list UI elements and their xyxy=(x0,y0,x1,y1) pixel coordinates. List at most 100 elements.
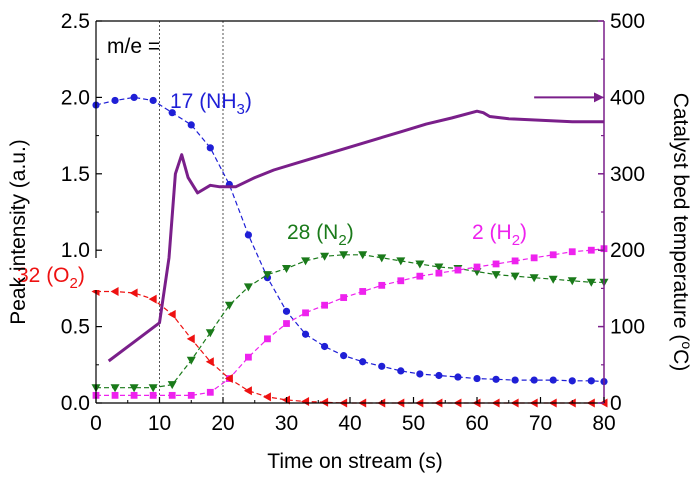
point-2-9 xyxy=(264,335,271,343)
point-1-8 xyxy=(243,283,253,292)
point-2-17 xyxy=(416,272,424,280)
point-2-16 xyxy=(397,277,405,285)
x-tick-label-1: 10 xyxy=(148,412,171,435)
y-tick-label-2: 1.0 xyxy=(61,239,90,262)
y-tick-label-0: 0.0 xyxy=(61,392,90,415)
point-2-3 xyxy=(149,391,157,399)
point-1-5 xyxy=(186,356,196,365)
point-0-8 xyxy=(244,231,252,239)
series-line-1 xyxy=(96,254,604,389)
point-0-25 xyxy=(568,377,576,385)
point-2-15 xyxy=(378,281,386,289)
n2-annotation: 28 (N2) xyxy=(287,221,354,249)
y2-tick-label-3: 300 xyxy=(610,163,645,186)
point-3-5 xyxy=(186,334,195,344)
point-1-2 xyxy=(129,384,139,393)
y-tick-label-5: 2.5 xyxy=(61,10,90,33)
x-tick-label-8: 80 xyxy=(592,412,615,435)
point-2-2 xyxy=(130,391,138,399)
x-tick-label-2: 20 xyxy=(211,412,234,435)
series-4 xyxy=(107,109,604,363)
series-3 xyxy=(91,286,608,408)
point-1-14 xyxy=(358,251,368,260)
point-1-22 xyxy=(510,272,520,281)
series-line-2 xyxy=(96,248,605,396)
point-1-13 xyxy=(339,251,349,260)
point-0-2 xyxy=(130,93,138,101)
point-1-4 xyxy=(167,381,177,390)
point-0-16 xyxy=(397,367,405,375)
point-2-18 xyxy=(435,269,443,277)
series-1 xyxy=(91,251,609,393)
point-3-1 xyxy=(110,286,119,296)
point-2-11 xyxy=(302,309,309,317)
point-0-22 xyxy=(511,376,519,384)
point-1-15 xyxy=(377,254,387,263)
point-2-26 xyxy=(587,246,595,254)
h2-annotation: 2 (H2) xyxy=(472,221,527,249)
point-2-13 xyxy=(340,294,348,301)
temperature-axis-arrow xyxy=(534,92,604,103)
point-1-10 xyxy=(282,265,291,274)
y-axis-title: Peak intensity (a.u.) xyxy=(7,139,30,325)
point-1-24 xyxy=(548,275,558,284)
series-line-4 xyxy=(107,109,604,363)
point-0-10 xyxy=(282,307,291,315)
o2-annotation: 32 (O2) xyxy=(17,264,85,292)
point-0-23 xyxy=(530,376,538,384)
point-2-14 xyxy=(359,288,367,295)
point-3-4 xyxy=(167,309,176,319)
point-0-21 xyxy=(492,375,500,383)
temp-arrow-head xyxy=(594,92,604,103)
point-0-3 xyxy=(149,96,157,105)
point-2-10 xyxy=(283,320,290,327)
point-3-11 xyxy=(301,396,310,406)
point-1-25 xyxy=(567,277,577,286)
point-0-5 xyxy=(187,121,195,129)
point-0-1 xyxy=(111,96,119,105)
point-2-1 xyxy=(111,391,119,399)
point-0-26 xyxy=(587,377,595,385)
point-1-3 xyxy=(148,384,158,393)
point-0-13 xyxy=(340,352,348,360)
point-0-19 xyxy=(454,373,462,381)
point-0-20 xyxy=(473,374,481,383)
point-1-1 xyxy=(110,384,120,393)
point-3-3 xyxy=(148,294,157,304)
point-0-18 xyxy=(435,371,443,380)
series-layer xyxy=(91,93,609,408)
series-2 xyxy=(92,245,608,399)
x-tick-label-0: 0 xyxy=(90,412,102,435)
point-0-17 xyxy=(416,370,424,378)
o2-annotation-bg xyxy=(16,258,106,290)
x-axis-title: Time on stream (s) xyxy=(267,450,442,473)
point-0-11 xyxy=(301,330,310,338)
point-1-23 xyxy=(529,274,539,283)
y-tick-label-3: 1.5 xyxy=(61,163,90,186)
point-2-25 xyxy=(568,248,576,256)
point-0-6 xyxy=(206,144,214,152)
point-1-11 xyxy=(301,257,311,266)
point-0-4 xyxy=(168,109,176,117)
point-1-9 xyxy=(262,271,272,280)
point-2-12 xyxy=(321,301,328,309)
y2-tick-label-2: 200 xyxy=(610,239,645,262)
point-1-21 xyxy=(491,271,501,280)
point-3-12 xyxy=(320,397,329,407)
y-tick-label-4: 2.0 xyxy=(61,86,90,109)
vertical-reference-lines xyxy=(159,21,224,403)
point-2-21 xyxy=(492,260,500,268)
point-0-24 xyxy=(549,376,557,384)
point-1-18 xyxy=(434,263,444,272)
point-2-23 xyxy=(530,254,538,262)
point-1-7 xyxy=(224,301,234,310)
point-3-6 xyxy=(205,357,214,367)
point-3-9 xyxy=(262,392,271,402)
x-tick-label-7: 70 xyxy=(529,412,552,435)
y-tick-label-1: 0.5 xyxy=(61,316,90,339)
point-1-6 xyxy=(205,329,215,338)
point-0-15 xyxy=(378,362,386,370)
me-annotation: m/e = xyxy=(107,35,160,58)
x-tick-label-5: 50 xyxy=(402,412,425,435)
